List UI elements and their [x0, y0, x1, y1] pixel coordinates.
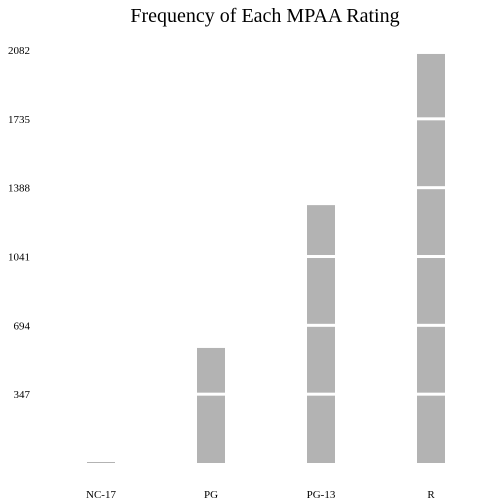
bar-r-segment: [417, 258, 445, 324]
bar-pg-13-segment: [307, 258, 335, 324]
y-tick-label: 1388: [8, 183, 31, 195]
x-axis-ticks: NC-17 PG PG-13 R: [86, 489, 435, 501]
bar-pg-segment: [197, 347, 225, 393]
bar-pg-segment: [197, 395, 225, 463]
y-tick-label: 1735: [8, 114, 31, 126]
y-axis-ticks: 347 694 1041 1388 1735 2082: [8, 45, 31, 401]
bar-pg-13-segment: [307, 205, 335, 255]
bar-nc-17-segment: [87, 462, 115, 463]
bar-r-segment: [417, 326, 445, 393]
x-tick-label: PG: [204, 489, 218, 501]
bars: [87, 53, 445, 463]
y-tick-label: 1041: [8, 252, 30, 264]
bar-r-segment: [417, 53, 445, 118]
bar-pg-13-segment: [307, 395, 335, 463]
x-tick-label: PG-13: [307, 489, 336, 501]
x-tick-label: NC-17: [86, 489, 116, 501]
bar-pg-13-segment: [307, 326, 335, 393]
chart-title: Frequency of Each MPAA Rating: [130, 5, 399, 27]
y-tick-label: 694: [14, 320, 31, 332]
y-tick-label: 347: [14, 389, 31, 401]
y-tick-label: 2082: [8, 45, 30, 57]
x-tick-label: R: [427, 489, 435, 501]
bar-r-segment: [417, 189, 445, 255]
bar-r-segment: [417, 120, 445, 187]
bar-r-segment: [417, 395, 445, 463]
